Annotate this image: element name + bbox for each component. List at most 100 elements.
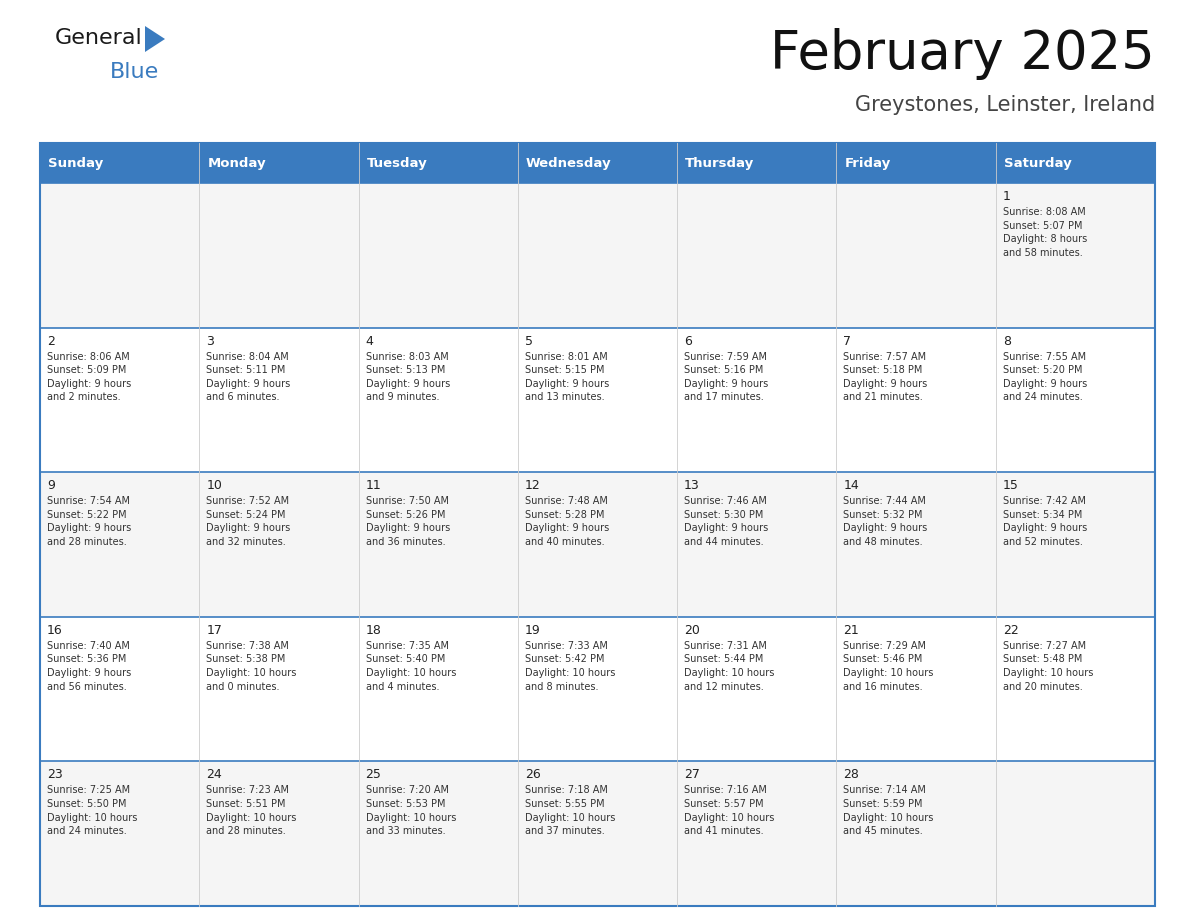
- Text: Sunrise: 7:38 AM
Sunset: 5:38 PM
Daylight: 10 hours
and 0 minutes.: Sunrise: 7:38 AM Sunset: 5:38 PM Dayligh…: [207, 641, 297, 691]
- Text: 24: 24: [207, 768, 222, 781]
- Bar: [677, 143, 836, 183]
- Bar: [836, 761, 996, 906]
- Text: Sunrise: 7:55 AM
Sunset: 5:20 PM
Daylight: 9 hours
and 24 minutes.: Sunrise: 7:55 AM Sunset: 5:20 PM Dayligh…: [1003, 352, 1087, 402]
- Bar: [200, 761, 359, 906]
- Bar: [40, 472, 200, 617]
- Text: 2: 2: [48, 334, 55, 348]
- Text: Sunrise: 7:16 AM
Sunset: 5:57 PM
Daylight: 10 hours
and 41 minutes.: Sunrise: 7:16 AM Sunset: 5:57 PM Dayligh…: [684, 786, 775, 836]
- Bar: [996, 617, 1155, 761]
- Text: 3: 3: [207, 334, 214, 348]
- Bar: [677, 328, 836, 472]
- Text: Sunrise: 7:59 AM
Sunset: 5:16 PM
Daylight: 9 hours
and 17 minutes.: Sunrise: 7:59 AM Sunset: 5:16 PM Dayligh…: [684, 352, 769, 402]
- Text: Sunrise: 8:04 AM
Sunset: 5:11 PM
Daylight: 9 hours
and 6 minutes.: Sunrise: 8:04 AM Sunset: 5:11 PM Dayligh…: [207, 352, 291, 402]
- Text: Friday: Friday: [845, 156, 891, 170]
- Text: Sunrise: 8:06 AM
Sunset: 5:09 PM
Daylight: 9 hours
and 2 minutes.: Sunrise: 8:06 AM Sunset: 5:09 PM Dayligh…: [48, 352, 131, 402]
- Bar: [996, 472, 1155, 617]
- Text: 27: 27: [684, 768, 700, 781]
- Bar: [996, 761, 1155, 906]
- Bar: [359, 761, 518, 906]
- Text: Sunrise: 7:31 AM
Sunset: 5:44 PM
Daylight: 10 hours
and 12 minutes.: Sunrise: 7:31 AM Sunset: 5:44 PM Dayligh…: [684, 641, 775, 691]
- Bar: [40, 617, 200, 761]
- Text: 11: 11: [366, 479, 381, 492]
- Text: February 2025: February 2025: [770, 28, 1155, 80]
- Text: Sunrise: 7:33 AM
Sunset: 5:42 PM
Daylight: 10 hours
and 8 minutes.: Sunrise: 7:33 AM Sunset: 5:42 PM Dayligh…: [525, 641, 615, 691]
- Text: 26: 26: [525, 768, 541, 781]
- Text: Sunrise: 7:42 AM
Sunset: 5:34 PM
Daylight: 9 hours
and 52 minutes.: Sunrise: 7:42 AM Sunset: 5:34 PM Dayligh…: [1003, 497, 1087, 547]
- Text: Sunrise: 7:50 AM
Sunset: 5:26 PM
Daylight: 9 hours
and 36 minutes.: Sunrise: 7:50 AM Sunset: 5:26 PM Dayligh…: [366, 497, 450, 547]
- Text: Sunrise: 7:46 AM
Sunset: 5:30 PM
Daylight: 9 hours
and 44 minutes.: Sunrise: 7:46 AM Sunset: 5:30 PM Dayligh…: [684, 497, 769, 547]
- Bar: [677, 617, 836, 761]
- Text: Sunrise: 7:40 AM
Sunset: 5:36 PM
Daylight: 9 hours
and 56 minutes.: Sunrise: 7:40 AM Sunset: 5:36 PM Dayligh…: [48, 641, 131, 691]
- Text: Sunrise: 7:25 AM
Sunset: 5:50 PM
Daylight: 10 hours
and 24 minutes.: Sunrise: 7:25 AM Sunset: 5:50 PM Dayligh…: [48, 786, 138, 836]
- Text: Sunrise: 7:54 AM
Sunset: 5:22 PM
Daylight: 9 hours
and 28 minutes.: Sunrise: 7:54 AM Sunset: 5:22 PM Dayligh…: [48, 497, 131, 547]
- Bar: [40, 183, 200, 328]
- Bar: [518, 761, 677, 906]
- Text: 16: 16: [48, 624, 63, 637]
- Text: Monday: Monday: [207, 156, 266, 170]
- Bar: [518, 617, 677, 761]
- Text: 28: 28: [843, 768, 859, 781]
- Text: 17: 17: [207, 624, 222, 637]
- Text: Sunrise: 7:44 AM
Sunset: 5:32 PM
Daylight: 9 hours
and 48 minutes.: Sunrise: 7:44 AM Sunset: 5:32 PM Dayligh…: [843, 497, 928, 547]
- Text: 21: 21: [843, 624, 859, 637]
- Text: Sunday: Sunday: [48, 156, 103, 170]
- Bar: [677, 761, 836, 906]
- Text: 18: 18: [366, 624, 381, 637]
- Bar: [40, 143, 1155, 906]
- Text: 7: 7: [843, 334, 852, 348]
- Polygon shape: [145, 26, 165, 52]
- Bar: [677, 472, 836, 617]
- Text: 20: 20: [684, 624, 700, 637]
- Text: 5: 5: [525, 334, 533, 348]
- Bar: [996, 143, 1155, 183]
- Text: Greystones, Leinster, Ireland: Greystones, Leinster, Ireland: [854, 95, 1155, 115]
- Text: Sunrise: 7:35 AM
Sunset: 5:40 PM
Daylight: 10 hours
and 4 minutes.: Sunrise: 7:35 AM Sunset: 5:40 PM Dayligh…: [366, 641, 456, 691]
- Bar: [200, 183, 359, 328]
- Text: 4: 4: [366, 334, 373, 348]
- Text: General: General: [55, 28, 143, 48]
- Text: 8: 8: [1003, 334, 1011, 348]
- Text: 22: 22: [1003, 624, 1018, 637]
- Bar: [359, 328, 518, 472]
- Text: Sunrise: 8:03 AM
Sunset: 5:13 PM
Daylight: 9 hours
and 9 minutes.: Sunrise: 8:03 AM Sunset: 5:13 PM Dayligh…: [366, 352, 450, 402]
- Text: 14: 14: [843, 479, 859, 492]
- Text: Sunrise: 7:48 AM
Sunset: 5:28 PM
Daylight: 9 hours
and 40 minutes.: Sunrise: 7:48 AM Sunset: 5:28 PM Dayligh…: [525, 497, 609, 547]
- Text: 13: 13: [684, 479, 700, 492]
- Text: Tuesday: Tuesday: [367, 156, 428, 170]
- Bar: [836, 183, 996, 328]
- Bar: [40, 328, 200, 472]
- Text: Sunrise: 7:18 AM
Sunset: 5:55 PM
Daylight: 10 hours
and 37 minutes.: Sunrise: 7:18 AM Sunset: 5:55 PM Dayligh…: [525, 786, 615, 836]
- Text: Thursday: Thursday: [685, 156, 754, 170]
- Bar: [200, 617, 359, 761]
- Text: 15: 15: [1003, 479, 1018, 492]
- Text: Sunrise: 7:52 AM
Sunset: 5:24 PM
Daylight: 9 hours
and 32 minutes.: Sunrise: 7:52 AM Sunset: 5:24 PM Dayligh…: [207, 497, 291, 547]
- Bar: [996, 328, 1155, 472]
- Text: Saturday: Saturday: [1004, 156, 1072, 170]
- Text: Blue: Blue: [110, 62, 159, 82]
- Text: Sunrise: 7:23 AM
Sunset: 5:51 PM
Daylight: 10 hours
and 28 minutes.: Sunrise: 7:23 AM Sunset: 5:51 PM Dayligh…: [207, 786, 297, 836]
- Text: Sunrise: 8:08 AM
Sunset: 5:07 PM
Daylight: 8 hours
and 58 minutes.: Sunrise: 8:08 AM Sunset: 5:07 PM Dayligh…: [1003, 207, 1087, 258]
- Text: 12: 12: [525, 479, 541, 492]
- Text: Sunrise: 8:01 AM
Sunset: 5:15 PM
Daylight: 9 hours
and 13 minutes.: Sunrise: 8:01 AM Sunset: 5:15 PM Dayligh…: [525, 352, 609, 402]
- Text: Sunrise: 7:29 AM
Sunset: 5:46 PM
Daylight: 10 hours
and 16 minutes.: Sunrise: 7:29 AM Sunset: 5:46 PM Dayligh…: [843, 641, 934, 691]
- Bar: [836, 617, 996, 761]
- Bar: [677, 183, 836, 328]
- Bar: [836, 328, 996, 472]
- Bar: [996, 183, 1155, 328]
- Text: 19: 19: [525, 624, 541, 637]
- Text: 10: 10: [207, 479, 222, 492]
- Bar: [518, 328, 677, 472]
- Bar: [40, 761, 200, 906]
- Bar: [836, 472, 996, 617]
- Bar: [200, 143, 359, 183]
- Bar: [40, 143, 200, 183]
- Bar: [200, 472, 359, 617]
- Bar: [518, 143, 677, 183]
- Text: Sunrise: 7:27 AM
Sunset: 5:48 PM
Daylight: 10 hours
and 20 minutes.: Sunrise: 7:27 AM Sunset: 5:48 PM Dayligh…: [1003, 641, 1093, 691]
- Text: 9: 9: [48, 479, 55, 492]
- Bar: [359, 472, 518, 617]
- Text: 6: 6: [684, 334, 693, 348]
- Text: Sunrise: 7:20 AM
Sunset: 5:53 PM
Daylight: 10 hours
and 33 minutes.: Sunrise: 7:20 AM Sunset: 5:53 PM Dayligh…: [366, 786, 456, 836]
- Bar: [200, 328, 359, 472]
- Bar: [359, 183, 518, 328]
